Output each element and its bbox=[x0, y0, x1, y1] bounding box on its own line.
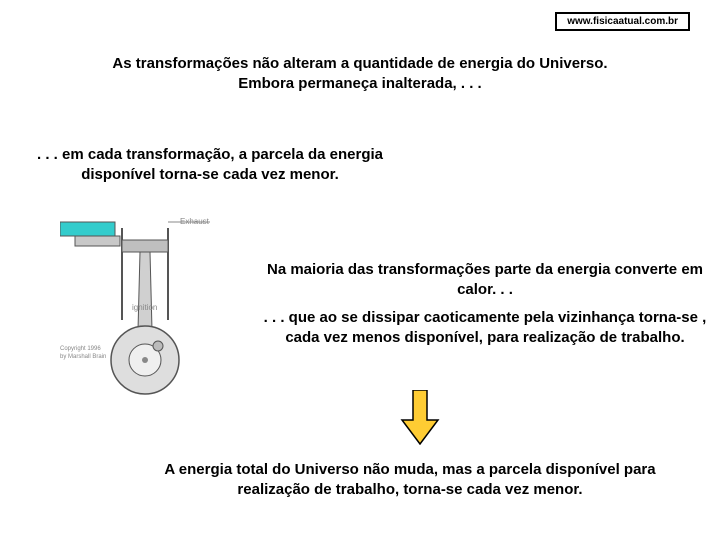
engine-diagram: Exhaust ignition Copyright 1996 by Marsh… bbox=[60, 210, 240, 410]
paragraph-3: . . . que ao se dissipar caoticamente pe… bbox=[260, 308, 710, 347]
conclusion-paragraph: A energia total do Universo não muda, ma… bbox=[160, 460, 660, 499]
down-arrow bbox=[400, 390, 440, 445]
diagram-label-ignition: ignition bbox=[132, 303, 157, 312]
diagram-copyright-2: by Marshall Brain bbox=[60, 354, 106, 360]
url-box: www.fisicaatual.com.br bbox=[555, 12, 690, 31]
title-paragraph: As transformações não alteram a quantida… bbox=[90, 54, 630, 93]
engine-svg: Exhaust ignition Copyright 1996 by Marsh… bbox=[60, 210, 240, 410]
url-text: www.fisicaatual.com.br bbox=[567, 16, 678, 27]
paragraph-1: . . . em cada transformação, a parcela d… bbox=[20, 145, 400, 184]
diagram-copyright-1: Copyright 1996 bbox=[60, 346, 101, 352]
paragraph-2: Na maioria das transformações parte da e… bbox=[260, 260, 710, 299]
arrow-icon bbox=[400, 390, 440, 445]
